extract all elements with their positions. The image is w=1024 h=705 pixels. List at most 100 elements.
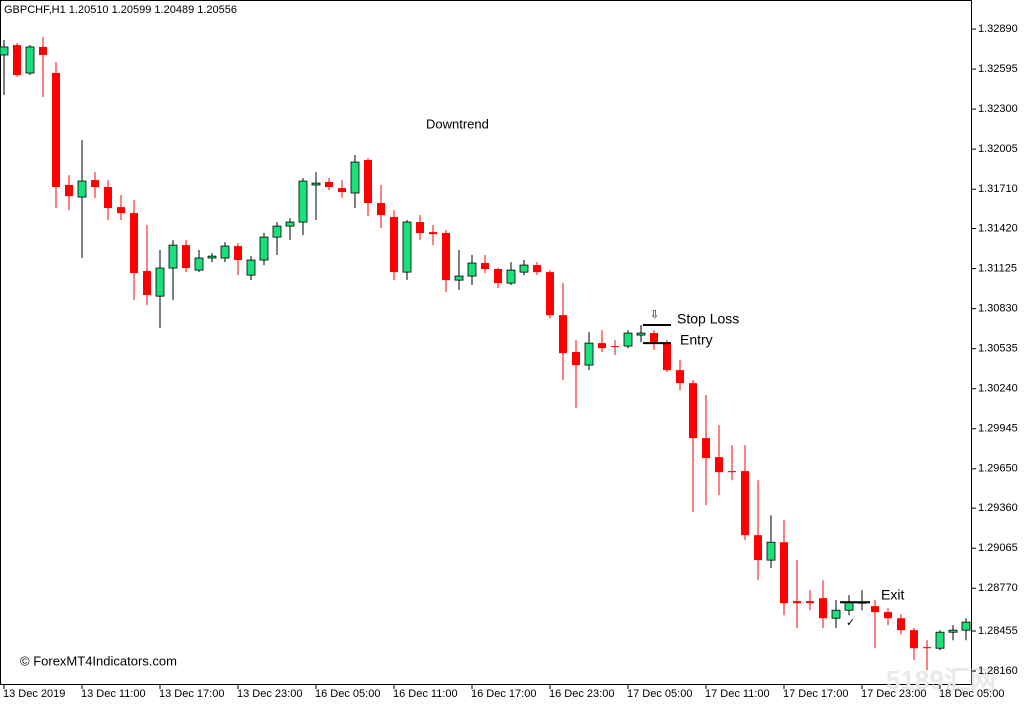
candle-body <box>676 370 684 384</box>
candle-body <box>961 621 971 631</box>
candle-body <box>728 471 736 473</box>
candle-body <box>663 343 671 371</box>
y-tick-label: 1.29065 <box>978 542 1018 554</box>
check-icon: ✓ <box>846 617 855 629</box>
candle-body <box>143 271 151 296</box>
y-tick-label: 1.28455 <box>978 625 1018 637</box>
arrow-icon: ⇩ <box>650 309 659 321</box>
y-tick-label: 1.28770 <box>978 582 1018 594</box>
candle-body <box>467 262 477 277</box>
candle-body <box>844 601 854 611</box>
candle-body <box>155 267 165 297</box>
candle-body <box>52 73 60 188</box>
y-tick-label: 1.30535 <box>978 343 1018 355</box>
candle-body <box>168 244 178 269</box>
y-tick-label: 1.30830 <box>978 303 1018 315</box>
y-tick-label: 1.29945 <box>978 423 1018 435</box>
candle-body <box>871 606 879 613</box>
candle-body <box>754 535 762 561</box>
candle-body <box>39 46 47 55</box>
candle-body <box>884 612 892 619</box>
y-tick-label: 1.31125 <box>978 263 1017 275</box>
candle-body <box>246 259 256 276</box>
candle-body <box>533 265 541 273</box>
candle-body <box>598 343 606 349</box>
candle-body <box>519 264 529 273</box>
candle-body <box>546 272 554 316</box>
candle-body <box>350 161 360 194</box>
candle-body <box>454 275 464 281</box>
candle-body <box>117 207 125 214</box>
y-tick-label: 1.32300 <box>978 103 1018 115</box>
x-tick-label: 13 Dec 2019 <box>3 688 65 700</box>
plot-frame <box>0 0 972 685</box>
trend-label: Downtrend <box>426 116 489 131</box>
x-tick-label: 16 Dec 05:00 <box>315 688 380 700</box>
y-tick-label: 1.32890 <box>978 23 1018 35</box>
candle-body <box>780 542 788 604</box>
candle-body <box>766 541 776 561</box>
candle-body <box>793 601 801 604</box>
candle-body <box>325 182 333 188</box>
candle-body <box>584 342 594 366</box>
x-tick-label: 13 Dec 17:00 <box>159 688 224 700</box>
candle-body <box>715 457 723 473</box>
x-tick-label: 16 Dec 17:00 <box>471 688 536 700</box>
candle-body <box>442 233 450 281</box>
candle-body <box>806 601 814 604</box>
candle-body <box>207 255 217 259</box>
candle-body <box>377 203 385 216</box>
candle-body <box>104 187 112 209</box>
watermark: 5189汇网 <box>886 665 996 695</box>
candle-body <box>741 471 749 536</box>
x-tick-label: 17 Dec 05:00 <box>627 688 692 700</box>
candle-body <box>702 438 710 459</box>
candle-body <box>182 245 190 269</box>
candle-body <box>897 618 905 631</box>
candle-body <box>559 315 567 354</box>
candle-body <box>0 46 9 56</box>
candle-body <box>636 332 646 336</box>
candle-body <box>390 217 398 273</box>
x-tick-label: 17 Dec 23:00 <box>861 688 926 700</box>
candle-body <box>234 246 242 261</box>
candle-body <box>689 383 697 439</box>
candle-body <box>494 269 502 284</box>
candle-body <box>298 180 308 223</box>
x-tick-label: 16 Dec 23:00 <box>549 688 614 700</box>
candle-body <box>194 257 204 271</box>
copyright: © ForexMT4Indicators.com <box>20 653 177 668</box>
y-tick-label: 1.30240 <box>978 383 1018 395</box>
y-tick-label: 1.32595 <box>978 63 1018 75</box>
entry-label: Entry <box>680 332 713 348</box>
candle-body <box>77 180 87 198</box>
candle-body <box>923 647 931 649</box>
candle-body <box>506 269 516 284</box>
candle-body <box>65 184 73 197</box>
candle-body <box>611 346 619 348</box>
y-tick-label: 1.29360 <box>978 502 1018 514</box>
candle-body <box>25 46 35 74</box>
candle-body <box>935 631 945 649</box>
candle-body <box>91 180 99 188</box>
candle-body <box>429 232 437 235</box>
stop-loss-label: Stop Loss <box>677 311 739 327</box>
candle-body <box>364 160 372 204</box>
candle-body <box>948 629 958 633</box>
candle-body <box>910 630 918 649</box>
x-tick-label: 16 Dec 11:00 <box>393 688 458 700</box>
candle-body <box>259 236 269 261</box>
candle-body <box>402 221 412 273</box>
x-tick-label: 13 Dec 23:00 <box>237 688 302 700</box>
x-tick-label: 17 Dec 17:00 <box>783 688 848 700</box>
y-tick-label: 1.29650 <box>978 463 1018 475</box>
candle-body <box>220 245 230 259</box>
x-tick-label: 13 Dec 11:00 <box>81 688 146 700</box>
candle-body <box>819 598 827 619</box>
candle-body <box>572 352 580 366</box>
x-tick-label: 18 Dec 05:00 <box>939 688 1004 700</box>
y-tick-label: 1.28160 <box>978 665 1018 677</box>
y-tick-label: 1.31710 <box>978 183 1018 195</box>
exit-label: Exit <box>881 587 904 603</box>
